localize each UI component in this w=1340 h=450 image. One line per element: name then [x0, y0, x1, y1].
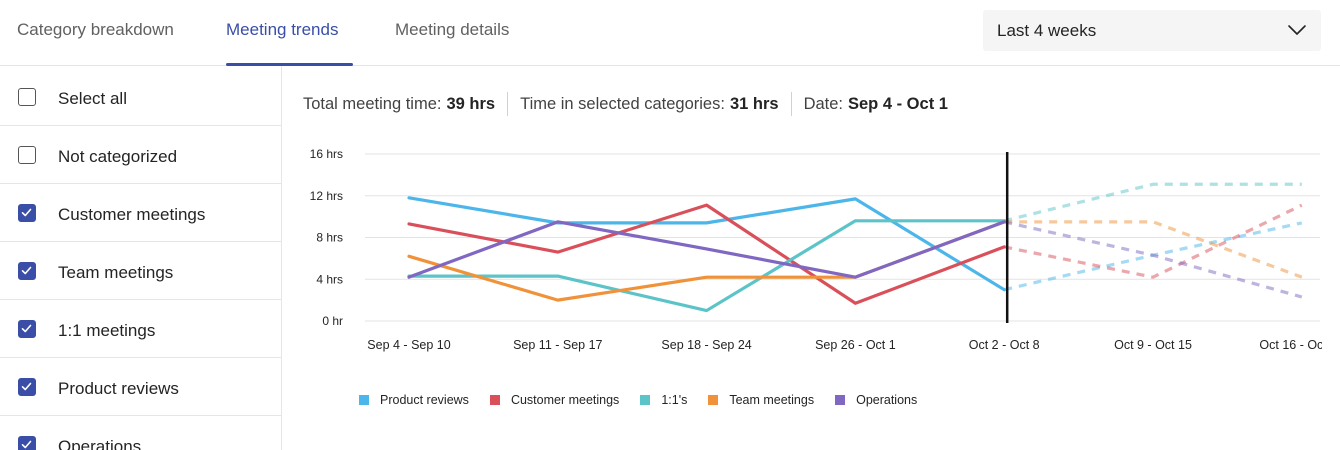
series-forecast-line — [1004, 220, 1303, 279]
checkbox[interactable] — [18, 146, 36, 164]
y-tick-label: 8 hrs — [316, 231, 343, 245]
filter-label: Select all — [58, 89, 127, 108]
tab-meeting-details[interactable]: Meeting details — [395, 20, 510, 39]
checkmark-icon — [21, 440, 32, 449]
category-filter-list: Select all Not categorized Customer meet… — [0, 66, 282, 450]
checkbox-checked[interactable] — [18, 320, 36, 338]
series-line — [407, 196, 1006, 292]
checkmark-icon — [21, 324, 32, 333]
filter-operations[interactable]: Operations — [0, 416, 281, 450]
filter-label: Not categorized — [58, 147, 178, 166]
date-label: Date: — [803, 94, 843, 113]
total-meeting-time-value: 39 hrs — [446, 94, 496, 113]
legend-label: Customer meetings — [510, 393, 620, 407]
series-line — [407, 219, 1006, 313]
filter-label: Product reviews — [58, 379, 179, 398]
total-meeting-time-label: Total meeting time: — [303, 94, 442, 113]
legend-swatch — [359, 395, 369, 405]
date-value: Sep 4 - Oct 1 — [848, 94, 948, 113]
checkbox-checked[interactable] — [18, 204, 36, 222]
selected-categories-time-label: Time in selected categories: — [520, 94, 725, 113]
y-tick-label: 12 hrs — [310, 189, 343, 203]
checkmark-icon — [21, 266, 32, 275]
divider — [507, 92, 509, 116]
tab-bar: Category breakdown Meeting trends Meetin… — [0, 0, 1340, 66]
series-forecast-line — [1003, 182, 1302, 223]
legend-label: Operations — [856, 393, 918, 407]
filter-label: Operations — [58, 437, 142, 450]
legend-swatch — [708, 395, 719, 405]
filter-team-meetings[interactable]: Team meetings — [0, 242, 281, 300]
chart-legend: Product reviews Customer meetings 1:1's Tea… — [359, 393, 938, 407]
y-tick-label: 16 hrs — [310, 147, 343, 161]
x-tick-label: Oct 9 - Oct 15 — [1114, 338, 1192, 352]
tab-meeting-trends[interactable]: Meeting trends — [226, 20, 339, 39]
x-tick-label: Oct 2 - Oct 8 — [969, 338, 1040, 352]
legend-swatch — [489, 395, 500, 405]
legend-item: Product reviews — [359, 393, 469, 407]
meeting-summary: Total meeting time: 39 hrs Time in selec… — [303, 92, 948, 116]
y-tick-label: 4 hrs — [316, 272, 343, 286]
checkbox[interactable] — [18, 88, 36, 106]
legend-label: Team meetings — [729, 393, 815, 407]
checkmark-icon — [21, 208, 32, 217]
series-forecast-line — [1003, 220, 1303, 299]
x-tick-label: Sep 11 - Sep 17 — [513, 338, 602, 352]
divider — [790, 92, 792, 116]
tab-category-breakdown[interactable]: Category breakdown — [17, 20, 174, 39]
filter-not-categorized[interactable]: Not categorized — [0, 126, 281, 184]
x-tick-label: Oct 16 - Oct 22 — [1259, 338, 1322, 352]
legend-item: Customer meetings — [489, 393, 620, 407]
series-forecast-line — [1003, 203, 1303, 279]
date-range-value: Last 4 weeks — [997, 21, 1097, 40]
selected-categories-time-value: 31 hrs — [729, 94, 779, 113]
meeting-trends-chart: 0 hr 4 hrs 8 hrs 12 hrs 16 hrs Sep 4 - Sep 10… — [310, 147, 1322, 352]
legend-label: Product reviews — [380, 393, 469, 407]
filter-product-reviews[interactable]: Product reviews — [0, 358, 281, 416]
legend-label: 1:1's — [661, 393, 688, 407]
filter-label: Team meetings — [58, 263, 174, 282]
active-tab-indicator — [226, 63, 353, 66]
checkbox-checked[interactable] — [18, 378, 36, 396]
checkmark-icon — [21, 382, 32, 391]
date-range-dropdown[interactable]: Last 4 weeks — [983, 10, 1321, 51]
filter-customer-meetings[interactable]: Customer meetings — [0, 184, 281, 242]
series-line — [407, 220, 1006, 279]
legend-item: Team meetings — [708, 393, 814, 407]
legend-swatch — [835, 395, 846, 405]
y-tick-label: 0 hr — [322, 314, 343, 328]
legend-swatch — [640, 395, 651, 405]
legend-item: 1:1's — [640, 393, 687, 407]
checkbox-checked[interactable] — [18, 436, 36, 450]
filter-one-on-one-meetings[interactable]: 1:1 meetings — [0, 300, 281, 358]
checkbox-checked[interactable] — [18, 262, 36, 280]
x-tick-label: Sep 26 - Oct 1 — [815, 338, 896, 352]
x-tick-label: Sep 18 - Sep 24 — [661, 338, 751, 352]
series-line — [407, 203, 1006, 305]
filter-label: 1:1 meetings — [58, 321, 156, 340]
chevron-down-icon — [1288, 25, 1306, 35]
filter-select-all[interactable]: Select all — [0, 68, 281, 126]
legend-item: Operations — [835, 393, 917, 407]
filter-label: Customer meetings — [58, 205, 206, 224]
x-tick-label: Sep 4 - Sep 10 — [367, 338, 450, 352]
